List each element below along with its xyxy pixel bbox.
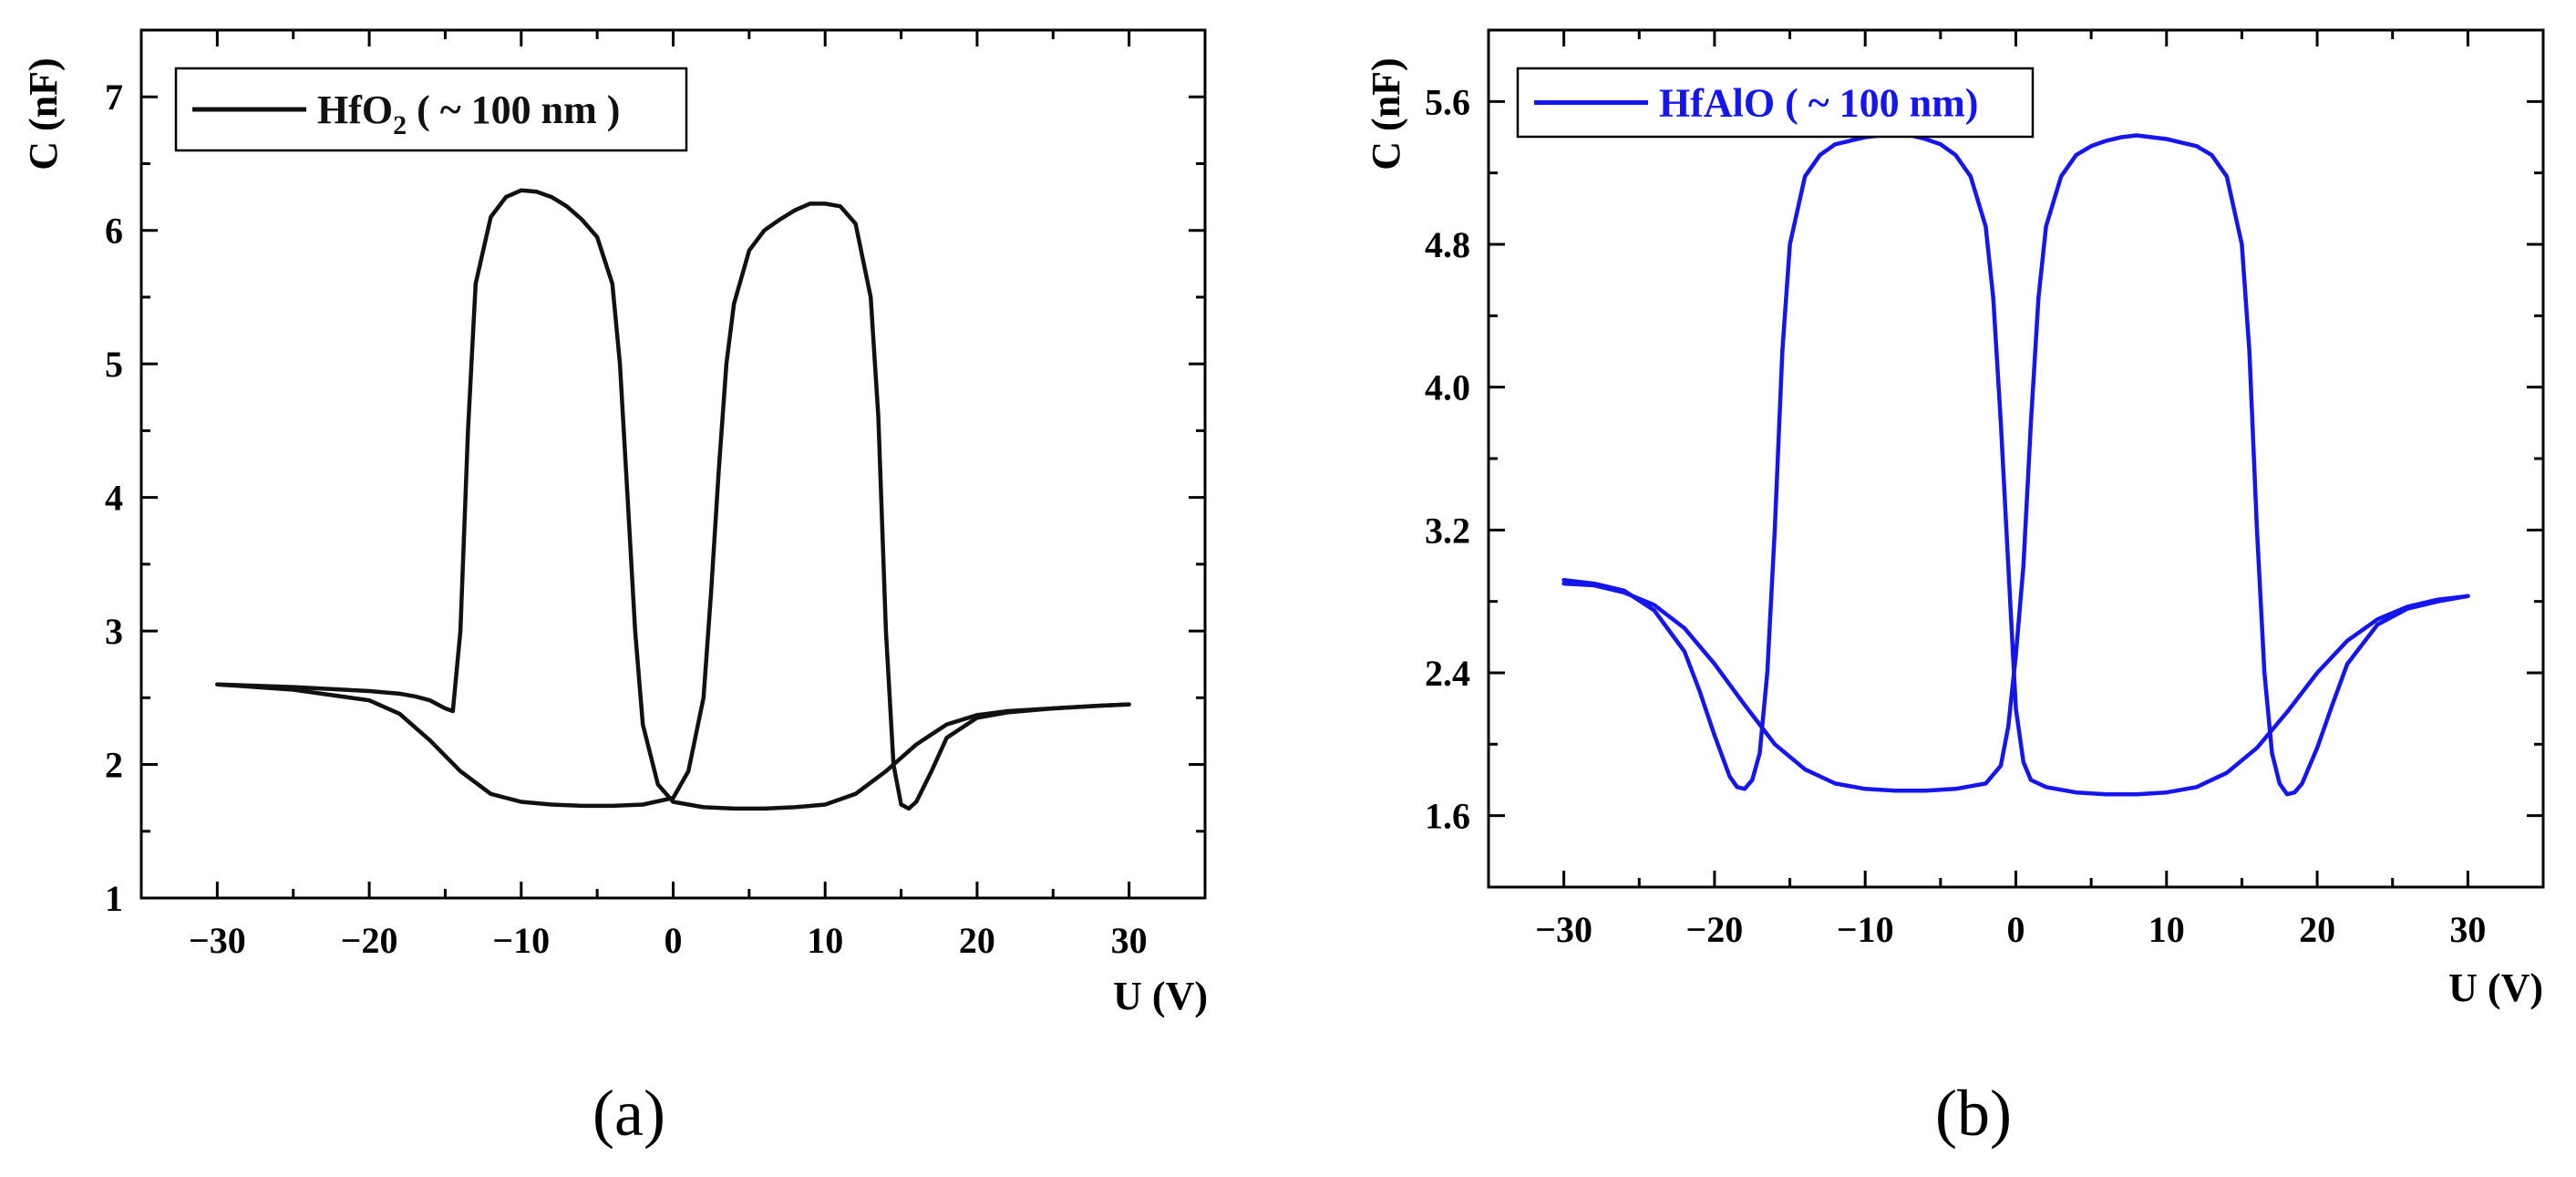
y-tick-label: 5.6 bbox=[1425, 81, 1470, 122]
x-tick-label: −30 bbox=[189, 920, 246, 961]
y-tick-label: 4 bbox=[105, 478, 123, 519]
x-tick-label: −20 bbox=[1686, 909, 1744, 950]
series-line bbox=[215, 188, 1131, 811]
y-tick-label: 3.2 bbox=[1425, 510, 1470, 551]
x-tick-label: 30 bbox=[2449, 909, 2486, 950]
x-tick-label: 20 bbox=[959, 920, 995, 961]
y-tick-label: 4.0 bbox=[1425, 367, 1470, 408]
y-tick-label: 2.4 bbox=[1425, 653, 1470, 694]
chart-panel-a: −30 −20 −10 0 10 20 30 1 2 3 4 5 6 7 C (nF) U (V) HfO2 (… bbox=[21, 28, 1208, 1150]
x-tick-label: 0 bbox=[665, 920, 683, 961]
y-tick-label: 6 bbox=[105, 211, 123, 252]
y-axis-title: C (nF) bbox=[21, 57, 66, 170]
series-line bbox=[1561, 131, 2470, 797]
plot-frame bbox=[139, 28, 1207, 900]
x-tick-label: 10 bbox=[807, 920, 843, 961]
x-axis-title: U (V) bbox=[1113, 974, 1208, 1018]
series-line bbox=[215, 201, 1131, 811]
x-tick-label: 10 bbox=[2148, 909, 2185, 950]
x-tick-label: 0 bbox=[2007, 909, 2025, 950]
series-line bbox=[1561, 133, 2470, 797]
y-tick-label: 4.8 bbox=[1425, 224, 1470, 265]
x-tick-label: 30 bbox=[1111, 920, 1148, 961]
panel-label: (b) bbox=[1935, 1077, 2012, 1150]
y-tick-label: 3 bbox=[105, 611, 123, 652]
x-tick-label: −30 bbox=[1535, 909, 1592, 950]
panel-label: (a) bbox=[592, 1077, 665, 1150]
y-tick-label: 1 bbox=[105, 878, 123, 919]
y-tick-label: 2 bbox=[105, 745, 123, 786]
y-tick-label: 5 bbox=[105, 344, 123, 385]
plot-frame bbox=[1487, 28, 2545, 889]
x-tick-label: −10 bbox=[492, 920, 550, 961]
x-axis-title: U (V) bbox=[2448, 965, 2543, 1010]
x-tick-label: −20 bbox=[341, 920, 398, 961]
y-tick-label: 7 bbox=[105, 77, 123, 118]
legend-label: HfAlO ( ~ 100 nm) bbox=[1659, 81, 1978, 126]
y-axis-title: C (nF) bbox=[1364, 57, 1408, 170]
legend-label: HfO2 ( ~ 100 nm ) bbox=[317, 88, 620, 140]
chart-panel-b: −30 −20 −10 0 10 20 30 1.6 2.4 3.2 4.0 4.8 5.6 C (nF)… bbox=[1364, 28, 2545, 1150]
y-tick-label: 1.6 bbox=[1425, 796, 1470, 837]
x-tick-label: 20 bbox=[2299, 909, 2335, 950]
x-tick-label: −10 bbox=[1837, 909, 1894, 950]
